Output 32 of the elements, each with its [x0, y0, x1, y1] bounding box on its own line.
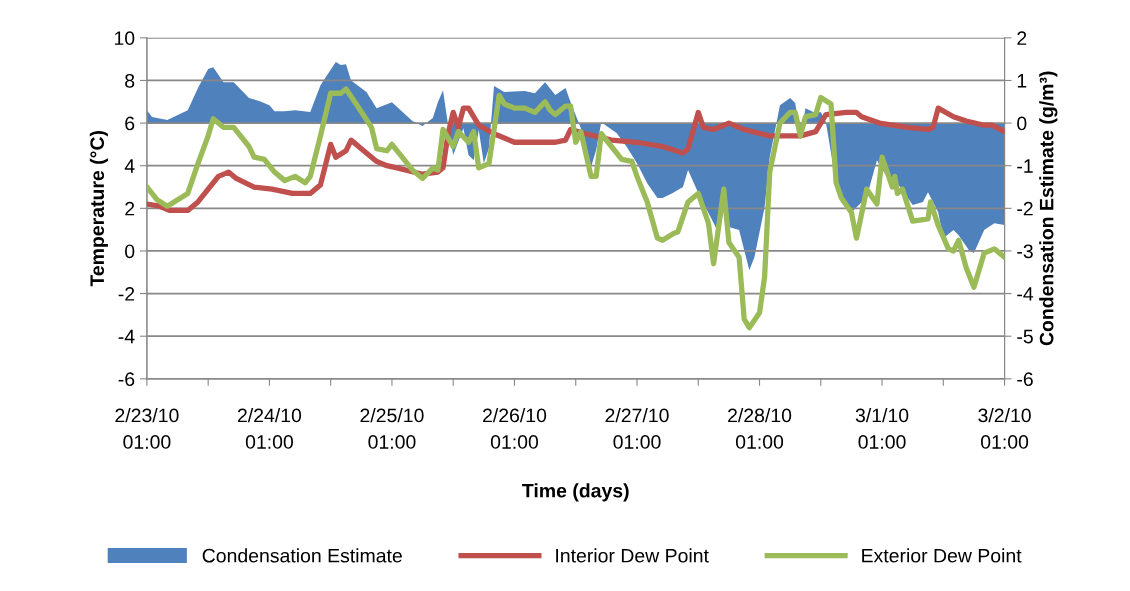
y2-axis-title: Condensation Estimate (g/m³): [1039, 71, 1058, 346]
x-tick-label: 2/23/10 01:00: [115, 408, 179, 449]
x-tick-label: 2/28/10 01:00: [728, 408, 792, 449]
x-tick-label: 2/25/10 01:00: [360, 408, 424, 449]
y-tick-label: 8: [125, 73, 135, 88]
legend-label: Condensation Estimate: [202, 548, 402, 563]
y-tick-label: -4: [118, 329, 135, 344]
y2-tick-label: -2: [1017, 201, 1033, 216]
y2-tick-label: 2: [1017, 31, 1027, 45]
y2-tick-label: -3: [1017, 244, 1033, 259]
y-axis-title: Temperature (°C): [89, 131, 108, 287]
y-tick-label: 6: [125, 116, 135, 131]
y-tick-label: 2: [125, 201, 135, 216]
y-tick-label: -2: [118, 287, 135, 301]
y2-tick-label: -5: [1017, 329, 1033, 344]
y-tick-label: 4: [124, 159, 135, 173]
y-tick-label: 10: [114, 31, 135, 46]
y2-tick-label: -4: [1017, 287, 1034, 301]
x-axis-title: Time (days): [522, 483, 629, 502]
x-tick-label: 2/24/10 01:00: [237, 408, 302, 449]
y-tick-label: 0: [125, 244, 135, 259]
y2-tick-label: -6: [1017, 372, 1033, 387]
y-tick-label: -6: [118, 372, 135, 387]
x-tick-label: 3/2/10 01:00: [978, 408, 1031, 449]
x-tick-label: 2/26/10 01:00: [483, 408, 547, 449]
y2-tick-label: -1: [1017, 159, 1033, 173]
legend-label: Interior Dew Point: [556, 548, 709, 563]
y2-tick-label: 1: [1017, 74, 1027, 88]
legend-label: Exterior Dew Point: [862, 548, 1022, 563]
x-tick-label: 3/1/10 01:00: [855, 408, 909, 449]
x-tick-label: 2/27/10 01:00: [605, 408, 669, 449]
y2-tick-label: 0: [1017, 116, 1027, 131]
